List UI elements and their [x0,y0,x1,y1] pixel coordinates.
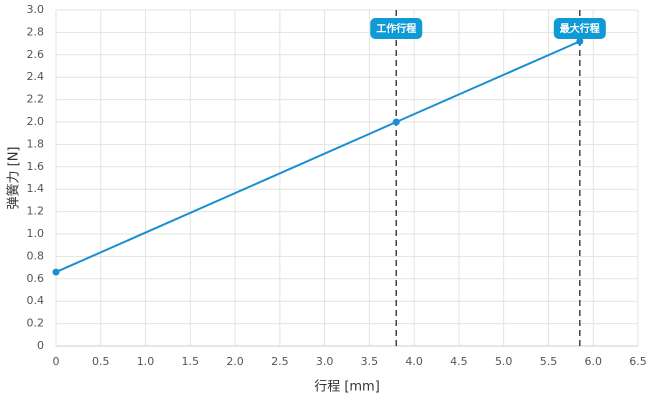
y-tick-label: 0.6 [27,272,45,285]
x-tick-label: 6.5 [629,355,647,368]
x-tick-label: 3.5 [361,355,379,368]
x-tick-label: 5.5 [540,355,558,368]
y-tick-label: 1.4 [27,182,45,195]
y-axis-title: 弹簧力 [N] [6,146,22,209]
x-tick-label: 1.0 [137,355,155,368]
x-tick-label: 2.5 [271,355,289,368]
y-tick-label: 1.8 [27,137,45,150]
x-tick-label: 0 [53,355,60,368]
x-axis-title: 行程 [mm] [314,380,380,395]
x-tick-label: 4.0 [405,355,423,368]
x-tick-label: 6.0 [584,355,602,368]
annotation-label: 最大行程 [560,22,600,35]
y-tick-label: 2.6 [27,48,45,61]
y-tick-label: 1.2 [27,205,45,218]
y-tick-label: 0.4 [27,294,45,307]
y-tick-label: 2.2 [27,93,45,106]
data-point [52,268,60,276]
y-tick-label: 2.0 [27,115,45,128]
data-line [55,40,581,273]
x-tick-label: 0.5 [92,355,110,368]
annotation-box [370,18,423,39]
data-point [392,118,400,126]
data-point [576,37,584,45]
y-tick-label: 3.0 [27,3,45,16]
y-tick-label: 2.8 [27,25,45,38]
x-tick-label: 3.0 [316,355,334,368]
y-tick-label: 0 [37,339,44,352]
x-tick-label: 1.5 [182,355,200,368]
x-tick-label: 2.0 [226,355,244,368]
y-tick-label: 0.2 [27,317,45,330]
annotation-box [553,18,606,39]
x-tick-label: 4.5 [450,355,468,368]
y-tick-label: 0.8 [27,249,45,262]
y-tick-label: 1.6 [27,160,45,173]
y-tick-label: 2.4 [27,70,45,83]
annotation-label: 工作行程 [376,22,416,35]
x-tick-label: 5.0 [495,355,513,368]
y-tick-label: 1.0 [27,227,45,240]
